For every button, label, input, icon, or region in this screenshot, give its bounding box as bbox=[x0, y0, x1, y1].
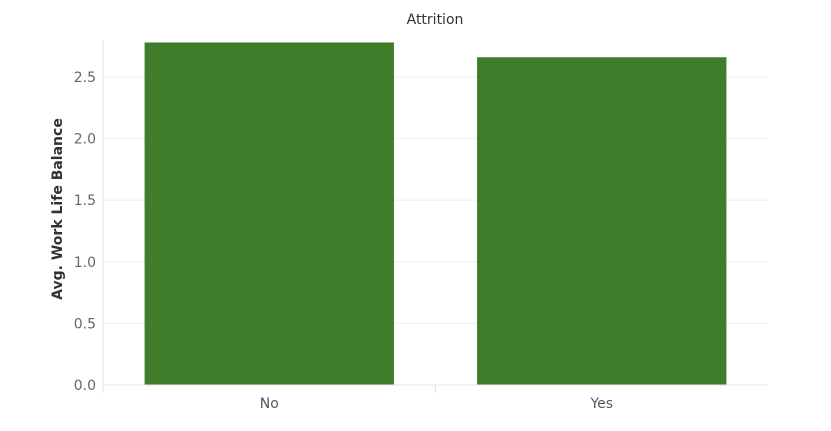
bar-yes[interactable] bbox=[477, 57, 727, 385]
y-tick-label: 2.5 bbox=[74, 70, 96, 86]
x-tick-label: Yes bbox=[589, 396, 613, 412]
chart-title: Attrition bbox=[407, 12, 464, 28]
y-tick-label: 2.0 bbox=[74, 132, 96, 148]
y-axis-label: Avg. Work Life Balance bbox=[50, 118, 66, 300]
y-tick-label: 0.0 bbox=[74, 378, 96, 394]
x-axis-ticks: No Yes bbox=[260, 396, 613, 412]
x-tick-label: No bbox=[260, 396, 279, 412]
bars bbox=[144, 42, 727, 385]
y-tick-label: 1.5 bbox=[74, 193, 96, 209]
y-tick-label: 0.5 bbox=[74, 316, 96, 332]
y-tick-label: 1.0 bbox=[74, 255, 96, 271]
bar-no[interactable] bbox=[144, 42, 394, 385]
axes bbox=[102, 40, 768, 393]
y-axis-ticks: 0.0 0.5 1.0 1.5 2.0 2.5 bbox=[74, 70, 96, 394]
